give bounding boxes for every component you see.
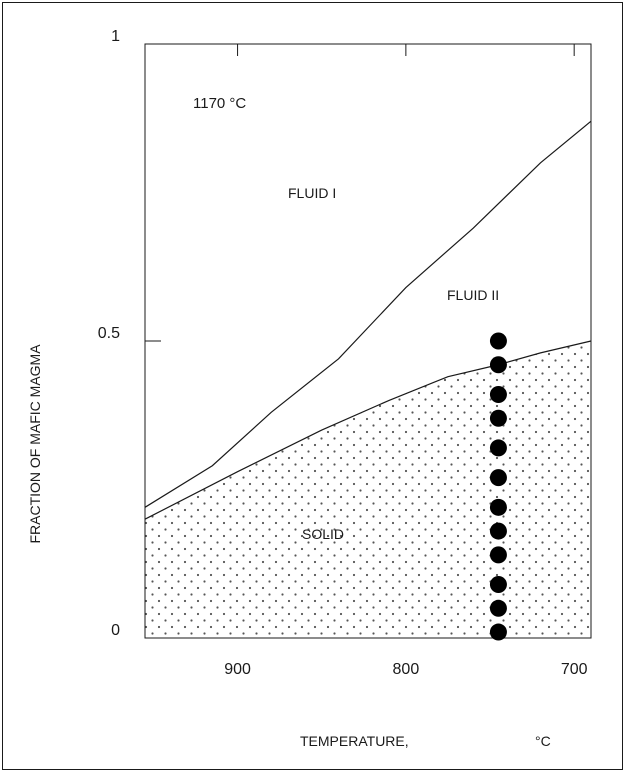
data-point xyxy=(489,385,507,403)
annotation-solid: SOLID xyxy=(302,526,344,542)
annotation-fluid-1: FLUID I xyxy=(288,185,336,201)
x-tick-label: 800 xyxy=(393,661,420,678)
fluid-boundary-line xyxy=(144,120,592,508)
x-axis-unit: °C xyxy=(535,733,551,749)
data-point xyxy=(489,599,507,617)
data-point xyxy=(489,332,507,350)
data-point xyxy=(489,546,507,564)
annotation-temperature: 1170 °C xyxy=(193,95,246,112)
annotation-fluid-2: FLUID II xyxy=(447,287,499,303)
data-point xyxy=(489,409,507,427)
x-axis-label: TEMPERATURE, xyxy=(300,733,409,749)
x-tick-label: 900 xyxy=(224,661,251,678)
data-point xyxy=(489,623,507,641)
data-point xyxy=(489,522,507,540)
data-point xyxy=(489,498,507,516)
solid-boundary-line xyxy=(144,340,592,520)
y-axis-label: FRACTION OF MAFIC MAGMA xyxy=(27,344,43,544)
data-point xyxy=(489,576,507,594)
solid-region xyxy=(145,341,591,638)
x-tick-label: 700 xyxy=(561,661,588,678)
data-point xyxy=(489,469,507,487)
y-tick-label: 0.5 xyxy=(98,325,120,342)
data-point xyxy=(489,439,507,457)
y-tick-label: 1 xyxy=(111,28,120,45)
data-point xyxy=(489,356,507,374)
y-tick-label: 0 xyxy=(111,622,120,639)
